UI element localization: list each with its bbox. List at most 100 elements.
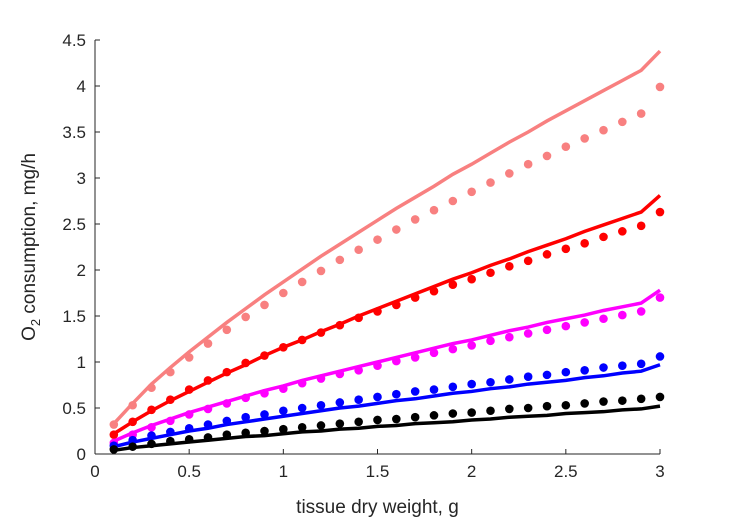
x-tick-label: 3 — [655, 462, 664, 481]
data-point — [297, 423, 307, 432]
data-point — [260, 410, 269, 419]
axes — [94, 40, 660, 455]
data-point — [467, 379, 476, 389]
x-axis-label: tissue dry weight, g — [296, 497, 459, 518]
data-point — [184, 385, 194, 394]
data-point — [618, 396, 627, 405]
data-point — [410, 293, 420, 302]
data-point — [410, 412, 420, 422]
data-point — [297, 277, 307, 287]
series-fit-line — [113, 404, 661, 453]
data-point — [429, 286, 439, 296]
data-point — [316, 374, 326, 383]
data-point — [542, 151, 552, 161]
data-point — [486, 336, 495, 346]
y-axis-label: O2 consumption, mg/h — [19, 153, 43, 341]
data-point — [184, 423, 194, 433]
data-point — [542, 250, 552, 259]
data-point — [392, 389, 401, 399]
data-point — [109, 420, 119, 429]
data-point — [523, 159, 533, 169]
data-point — [373, 361, 382, 370]
data-point — [128, 417, 137, 427]
data-point — [241, 312, 250, 322]
data-point — [429, 348, 439, 358]
data-point — [486, 406, 495, 416]
y-tick-label: 3.5 — [62, 123, 86, 142]
data-point — [467, 408, 476, 417]
data-point — [203, 433, 213, 442]
data-point — [335, 419, 345, 428]
data-point — [636, 109, 646, 118]
data-point — [166, 367, 175, 377]
data-point — [222, 430, 232, 439]
data-point — [147, 423, 156, 432]
data-point — [260, 351, 269, 360]
series-fit-line — [112, 49, 662, 425]
data-point — [241, 412, 250, 422]
data-point — [279, 342, 288, 352]
data-point — [335, 320, 345, 330]
data-point — [448, 382, 458, 392]
data-point — [109, 430, 119, 439]
data-point — [260, 388, 269, 398]
data-point — [166, 427, 175, 437]
data-point — [580, 318, 589, 327]
y-tick-label: 2 — [77, 261, 86, 280]
series-1 — [109, 49, 665, 429]
data-point — [561, 321, 571, 331]
data-point — [128, 400, 137, 410]
data-point — [448, 196, 458, 206]
data-point — [580, 134, 589, 143]
data-point — [448, 344, 458, 354]
series-4 — [109, 352, 665, 451]
data-point — [505, 262, 514, 271]
data-point — [561, 367, 571, 377]
data-point — [618, 227, 627, 236]
data-point — [241, 428, 250, 438]
data-point — [523, 403, 533, 413]
data-point — [184, 434, 194, 444]
data-point — [297, 378, 307, 388]
data-point — [316, 266, 326, 276]
series-2 — [109, 194, 665, 439]
data-point — [410, 215, 420, 224]
data-point — [260, 300, 269, 310]
data-point — [542, 325, 552, 335]
data-point — [636, 394, 646, 404]
data-point — [392, 300, 401, 310]
data-point — [655, 82, 665, 92]
data-point — [599, 232, 608, 242]
y-tick-label: 3 — [77, 169, 86, 188]
data-point — [429, 205, 439, 215]
data-point — [316, 328, 326, 337]
data-point — [505, 332, 514, 342]
data-point — [335, 369, 345, 379]
data-point — [655, 293, 665, 302]
data-point — [147, 383, 156, 393]
data-point — [505, 404, 514, 414]
data-point — [373, 392, 382, 402]
data-point — [580, 239, 589, 248]
y-tick-label: 4.5 — [62, 31, 86, 50]
data-point — [561, 400, 571, 410]
data-point — [599, 363, 608, 372]
y-tick-label: 0 — [77, 445, 86, 464]
data-point — [599, 314, 608, 324]
y-axis-label-suffix: consumption, mg/h — [19, 153, 40, 319]
data-point — [166, 416, 175, 426]
data-point — [335, 398, 345, 407]
data-point — [392, 414, 401, 424]
data-point — [523, 372, 533, 382]
data-point — [354, 365, 363, 375]
data-point — [392, 356, 401, 366]
y-axis-label-subscript: 2 — [28, 319, 43, 326]
data-point — [429, 411, 439, 420]
series-fit-line — [112, 194, 662, 436]
data-point — [354, 395, 363, 405]
x-tick-label: 1 — [279, 462, 288, 481]
data-point — [655, 392, 665, 402]
data-point — [297, 403, 307, 413]
y-axis-label-prefix: O — [19, 326, 40, 341]
